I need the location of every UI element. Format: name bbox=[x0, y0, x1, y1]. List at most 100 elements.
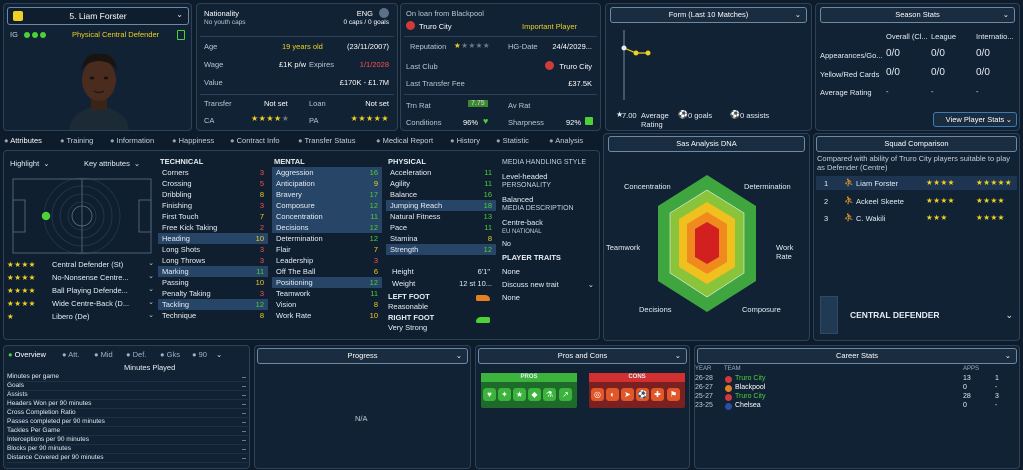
highlight-dropdown[interactable]: Highlight ⌄ bbox=[10, 159, 70, 171]
last-club-value[interactable]: Truro City bbox=[559, 62, 592, 71]
physical-attribute-row[interactable]: Jumping Reach 18 bbox=[386, 200, 496, 211]
position-row[interactable]: ★★★★ Ball Playing Defende... ⌄ bbox=[4, 285, 156, 296]
season-stats-title-dropdown[interactable]: Season Stats ⌄ bbox=[820, 7, 1015, 23]
squad-comparison-panel: Squad Comparison Compared with ability o… bbox=[813, 133, 1020, 341]
con-icon[interactable]: ◐ bbox=[606, 388, 619, 401]
loan-header: On loan from Blackpool bbox=[406, 9, 484, 18]
position-row[interactable]: ★ Libero (De) ⌄ bbox=[4, 311, 156, 322]
chevron-down-icon[interactable]: ⌄ bbox=[1005, 310, 1013, 320]
technical-attribute-row[interactable]: Heading 10 bbox=[158, 233, 268, 244]
mental-attribute-row[interactable]: Flair 7 bbox=[272, 244, 382, 255]
career-row[interactable]: 26-27 Blackpool 0 - bbox=[695, 384, 1021, 393]
mental-attribute-row[interactable]: Positioning 12 bbox=[272, 277, 382, 288]
key-attributes-dropdown[interactable]: Key attributes ⌄ bbox=[84, 159, 154, 171]
dna-title-bar[interactable]: Sas Analysis DNA bbox=[608, 136, 805, 152]
technical-attribute-row[interactable]: First Touch 7 bbox=[158, 211, 268, 222]
tab-def[interactable]: ● Def. bbox=[126, 350, 147, 359]
discuss-trait-dropdown[interactable]: Discuss new trait ⌄ bbox=[502, 280, 596, 289]
technical-attribute-row[interactable]: Free Kick Taking 2 bbox=[158, 222, 268, 233]
mental-attribute-row[interactable]: Anticipation 9 bbox=[272, 178, 382, 189]
position-row[interactable]: ★★★★ Central Defender (St) ⌄ bbox=[4, 259, 156, 270]
club-crest-icon bbox=[725, 376, 732, 383]
tab-training[interactable]: ● Training bbox=[60, 136, 94, 145]
mental-attribute-row[interactable]: Concentration 11 bbox=[272, 211, 382, 222]
physical-attribute-row[interactable]: Natural Fitness 13 bbox=[386, 211, 496, 222]
tab-medical-report[interactable]: ● Medical Report bbox=[376, 136, 434, 145]
career-row[interactable]: 23-25 Chelsea 0 - bbox=[695, 402, 1021, 411]
tab-gks[interactable]: ● Gks bbox=[160, 350, 180, 359]
technical-attribute-row[interactable]: Tackling 12 bbox=[158, 299, 268, 310]
technical-attribute-row[interactable]: Crossing 5 bbox=[158, 178, 268, 189]
technical-attribute-row[interactable]: Dribbling 8 bbox=[158, 189, 268, 200]
mental-attribute-row[interactable]: Off The Ball 6 bbox=[272, 266, 382, 277]
tab-statistic[interactable]: ● Statistic bbox=[496, 136, 529, 145]
col-league: League bbox=[931, 32, 957, 41]
tab-contract-info[interactable]: ● Contract Info bbox=[230, 136, 280, 145]
pro-icon[interactable]: ♥ bbox=[483, 388, 496, 401]
tab-history[interactable]: ● History bbox=[450, 136, 480, 145]
career-row[interactable]: 26-28 Truro City 13 1 bbox=[695, 375, 1021, 384]
con-icon[interactable]: ✚ bbox=[651, 388, 664, 401]
mental-attribute-row[interactable]: Teamwork 11 bbox=[272, 288, 382, 299]
progress-title-dropdown[interactable]: Progress ⌄ bbox=[257, 348, 468, 364]
con-icon[interactable]: ◎ bbox=[591, 388, 604, 401]
player-name-dropdown[interactable]: 5. Liam Forster ⌄ bbox=[7, 7, 189, 25]
physical-attribute-row[interactable]: Stamina 8 bbox=[386, 233, 496, 244]
technical-attribute-row[interactable]: Long Throws 3 bbox=[158, 255, 268, 266]
pro-icon[interactable]: ★ bbox=[513, 388, 526, 401]
con-icon[interactable]: ⚽ bbox=[636, 388, 649, 401]
pro-icon[interactable]: ⚗ bbox=[543, 388, 556, 401]
chevron-down-icon: ⌄ bbox=[176, 10, 183, 19]
chevron-down-icon[interactable]: ⌄ bbox=[216, 350, 223, 359]
club-crest-icon bbox=[406, 21, 415, 30]
mental-attribute-row[interactable]: Determination 12 bbox=[272, 233, 382, 244]
mental-attribute-row[interactable]: Composure 12 bbox=[272, 200, 382, 211]
con-icon[interactable]: ⚑ bbox=[667, 388, 680, 401]
pros-cons-title-dropdown[interactable]: Pros and Cons ⌄ bbox=[478, 348, 687, 364]
career-stats-title-dropdown[interactable]: Career Stats ⌄ bbox=[697, 348, 1017, 364]
mental-attribute-row[interactable]: Bravery 17 bbox=[272, 189, 382, 200]
technical-attribute-row[interactable]: Finishing 3 bbox=[158, 200, 268, 211]
pro-icon[interactable]: ↗ bbox=[559, 388, 572, 401]
shirt-icon[interactable] bbox=[177, 30, 185, 40]
physical-attribute-row[interactable]: Acceleration 11 bbox=[386, 167, 496, 178]
tab-happiness[interactable]: ● Happiness bbox=[172, 136, 215, 145]
pro-icon[interactable]: ✦ bbox=[498, 388, 511, 401]
squad-comparison-title-bar[interactable]: Squad Comparison bbox=[816, 136, 1017, 152]
squad-row[interactable]: 2 ⛹ Ackeel Skeete ★★★★ ★★★★ bbox=[816, 194, 1017, 208]
position-row[interactable]: ★★★★ Wide Centre-Back (D... ⌄ bbox=[4, 298, 156, 309]
physical-attribute-row[interactable]: Strength 12 bbox=[386, 244, 496, 255]
tab-transfer-status[interactable]: ● Transfer Status bbox=[298, 136, 356, 145]
mental-attribute-row[interactable]: Leadership 3 bbox=[272, 255, 382, 266]
view-player-stats-button[interactable]: View Player Stats ⌄ bbox=[933, 112, 1017, 127]
technical-attribute-row[interactable]: Long Shots 3 bbox=[158, 244, 268, 255]
tab-information[interactable]: ● Information bbox=[110, 136, 155, 145]
tab-attributes[interactable]: ● Attributes bbox=[4, 136, 42, 145]
mental-attribute-row[interactable]: Vision 8 bbox=[272, 299, 382, 310]
tab-overview[interactable]: ● Overview bbox=[8, 350, 46, 359]
mental-attribute-row[interactable]: Decisions 12 bbox=[272, 222, 382, 233]
tab-mid[interactable]: ● Mid bbox=[94, 350, 113, 359]
attribute-value: 8 bbox=[259, 311, 264, 320]
loan-club[interactable]: Truro City bbox=[419, 22, 452, 31]
mental-attribute-row[interactable]: Work Rate 10 bbox=[272, 310, 382, 321]
physical-attribute-row[interactable]: Agility 11 bbox=[386, 178, 496, 189]
technical-attribute-row[interactable]: Marking 11 bbox=[158, 266, 268, 277]
technical-attribute-row[interactable]: Technique 8 bbox=[158, 310, 268, 321]
physical-attribute-row[interactable]: Balance 16 bbox=[386, 189, 496, 200]
pro-icon[interactable]: ◆ bbox=[528, 388, 541, 401]
tab-analysis[interactable]: ● Analysis bbox=[549, 136, 584, 145]
technical-attribute-row[interactable]: Corners 3 bbox=[158, 167, 268, 178]
con-icon[interactable]: ➤ bbox=[621, 388, 634, 401]
physical-attribute-row[interactable]: Pace 11 bbox=[386, 222, 496, 233]
tab-90[interactable]: ● 90 bbox=[192, 350, 207, 359]
mental-attribute-row[interactable]: Aggression 16 bbox=[272, 167, 382, 178]
squad-row[interactable]: 1 ⛹ Liam Forster ★★★★ ★★★★★ bbox=[816, 176, 1017, 190]
tab-att[interactable]: ● Att. bbox=[62, 350, 80, 359]
squad-row[interactable]: 3 ⛹ C. Wakili ★★★ ★★★★ bbox=[816, 211, 1017, 225]
technical-attribute-row[interactable]: Passing 10 bbox=[158, 277, 268, 288]
technical-attribute-row[interactable]: Penalty Taking 3 bbox=[158, 288, 268, 299]
position-row[interactable]: ★★★★ No-Nonsense Centre... ⌄ bbox=[4, 272, 156, 283]
form-title-dropdown[interactable]: Form (Last 10 Matches) ⌄ bbox=[610, 7, 807, 23]
career-row[interactable]: 25-27 Truro City 28 3 bbox=[695, 393, 1021, 402]
